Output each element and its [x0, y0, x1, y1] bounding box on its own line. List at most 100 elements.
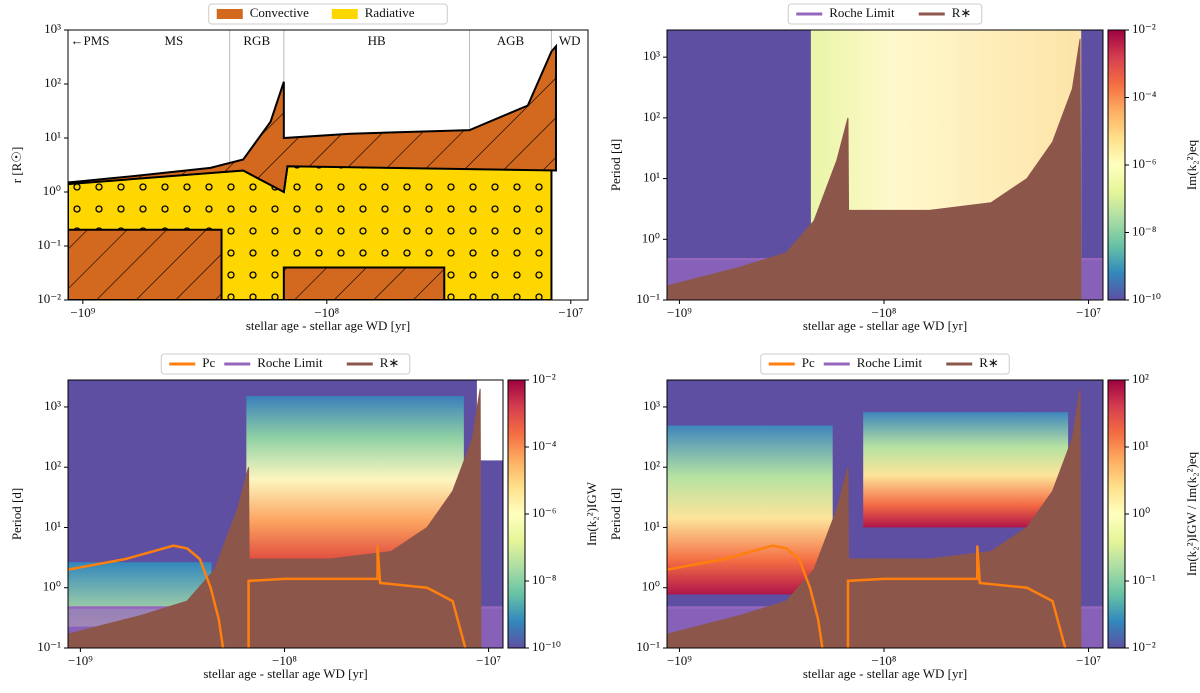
x-tick-label: −10⁹ — [68, 653, 93, 668]
plot-frame — [67, 29, 589, 301]
y-axis-label: r [R☉] — [9, 147, 24, 184]
y-axis-label: Period [d] — [608, 488, 623, 540]
legend-box — [208, 3, 448, 25]
x-axis-label: stellar age - stellar age WD [yr] — [246, 318, 410, 333]
y-tick-label: 10⁻² — [37, 291, 61, 306]
plot-area — [68, 30, 557, 300]
area-edge — [68, 388, 482, 648]
x-tick-label: −10⁷ — [1076, 653, 1101, 668]
y-tick-label: 10⁰ — [43, 183, 61, 198]
y-tick-label: 10³ — [643, 398, 660, 413]
y-tick-label: 10⁻¹ — [37, 237, 61, 252]
y-tick-label: 10¹ — [44, 518, 61, 533]
y-tick-label: 10² — [44, 75, 61, 90]
stage-label: MS — [164, 33, 183, 48]
colorbar-tick-label: 10¹ — [1132, 438, 1149, 453]
x-tick-label: −10⁸ — [272, 653, 297, 668]
x-axis-label: stellar age - stellar age WD [yr] — [803, 318, 967, 333]
region-pattern — [283, 267, 445, 300]
y-tick-label: 10⁰ — [642, 230, 660, 245]
colorbar-label: Im(k₂²)IGW / Im(k₂²)eq — [1184, 451, 1199, 576]
stage-label: WD — [559, 33, 581, 48]
y-tick-label: 10⁻¹ — [636, 639, 660, 654]
legend-box — [760, 353, 1010, 375]
y-axis-label: Period [d] — [9, 488, 24, 540]
plot-area — [667, 30, 1103, 300]
colorbar-tick-label: 10⁻¹⁰ — [1132, 291, 1161, 306]
colorbar-tick-label: 10⁻⁸ — [532, 572, 557, 587]
line — [667, 544, 1067, 648]
region-pattern — [68, 229, 222, 300]
area-fill — [667, 38, 1081, 300]
x-tick-label: −10⁹ — [70, 305, 95, 320]
y-tick-label: 10⁻¹ — [37, 639, 61, 654]
colorbar-tick-label: 10² — [1132, 371, 1149, 386]
colorbar-tick-label: 10⁻¹ — [1132, 572, 1156, 587]
stage-label: RGB — [243, 33, 270, 48]
legend-label: R∗ — [380, 355, 400, 370]
colorbar-tick-label: 10⁻² — [1132, 21, 1156, 36]
colorbar-tick-label: 10⁻¹⁰ — [532, 639, 561, 654]
y-tick-label: 10² — [643, 109, 660, 124]
area-fill — [667, 388, 1081, 648]
legend-swatch — [331, 9, 358, 19]
colorbar — [1107, 379, 1126, 649]
x-tick-label: −10⁸ — [872, 305, 897, 320]
x-axis-label: stellar age - stellar age WD [yr] — [203, 666, 367, 681]
legend-label: Roche Limit — [829, 5, 895, 20]
stage-label: HB — [368, 33, 386, 48]
x-tick-label: −10⁷ — [476, 653, 501, 668]
region-pattern — [68, 46, 556, 193]
y-tick-label: 10⁻¹ — [636, 291, 660, 306]
y-tick-label: 10³ — [44, 398, 61, 413]
x-tick-label: −10⁹ — [667, 305, 692, 320]
x-tick-label: −10⁸ — [872, 653, 897, 668]
colorbar-tick-label: 10⁻⁸ — [1132, 223, 1157, 238]
y-tick-label: 10¹ — [643, 170, 660, 185]
plot-area — [68, 380, 503, 648]
area-edge — [667, 38, 1082, 300]
colorbar-tick-label: 10⁰ — [1132, 505, 1150, 520]
stage-label: AGB — [497, 33, 525, 48]
colorbar — [1107, 29, 1126, 301]
colorbar-tick-label: 10⁻⁶ — [532, 505, 556, 520]
colorbar-tick-label: 10⁻² — [1132, 639, 1156, 654]
x-axis-label: stellar age - stellar age WD [yr] — [803, 666, 967, 681]
plot-frame — [666, 379, 1104, 649]
stage-label: ←PMS — [70, 33, 109, 48]
y-tick-label: 10¹ — [643, 518, 660, 533]
y-tick-label: 10² — [643, 458, 660, 473]
x-tick-label: −10⁷ — [1076, 305, 1101, 320]
legend-label: Pc — [202, 355, 215, 370]
legend-label: Pc — [802, 355, 815, 370]
y-tick-label: 10³ — [44, 21, 61, 36]
legend-label: Roche Limit — [257, 355, 323, 370]
y-tick-label: 10¹ — [44, 129, 61, 144]
heat-region — [476, 380, 503, 461]
legend-label: Convective — [250, 5, 309, 20]
area-edge — [667, 388, 1082, 648]
y-axis-label: Period [d] — [608, 139, 623, 191]
colorbar-tick-label: 10⁻² — [532, 371, 556, 386]
legend-label: Radiative — [365, 5, 415, 20]
y-tick-label: 10⁰ — [43, 579, 61, 594]
heat-region — [863, 412, 1069, 528]
x-tick-label: −10⁷ — [558, 305, 583, 320]
y-tick-label: 10² — [44, 458, 61, 473]
x-tick-label: −10⁹ — [667, 653, 692, 668]
plot-area — [667, 380, 1103, 648]
plot-frame — [666, 29, 1104, 301]
legend-label: R∗ — [952, 5, 972, 20]
y-tick-label: 10⁰ — [642, 579, 660, 594]
x-tick-label: −10⁸ — [314, 305, 339, 320]
heat-region — [667, 425, 833, 595]
legend-box — [787, 3, 983, 25]
colorbar — [507, 379, 526, 649]
legend-box — [160, 353, 411, 375]
colorbar-label: Im(k₂²)IGW — [584, 481, 599, 546]
legend-label: R∗ — [979, 355, 999, 370]
legend-swatch — [216, 9, 243, 19]
y-tick-label: 10³ — [643, 48, 660, 63]
colorbar-tick-label: 10⁻⁴ — [532, 438, 557, 453]
